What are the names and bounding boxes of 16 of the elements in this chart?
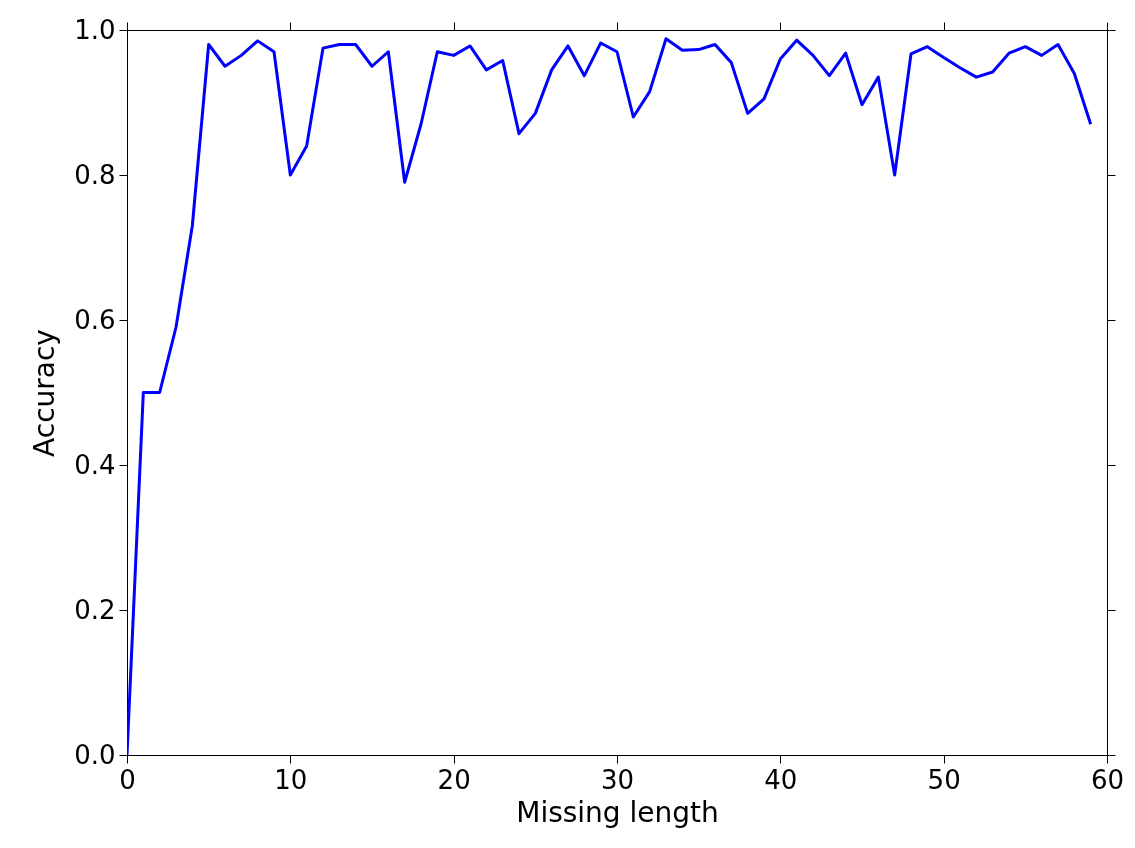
x-axis-title: Missing length bbox=[516, 795, 719, 829]
x-tick-label: 30 bbox=[600, 764, 635, 795]
y-tick-label: 0.2 bbox=[74, 594, 116, 625]
x-tick-label: 0 bbox=[119, 764, 136, 795]
line-series bbox=[127, 37, 1093, 755]
y-tick-label: 0.4 bbox=[74, 449, 116, 480]
x-tick-label: 20 bbox=[437, 764, 471, 795]
y-tick-label: 0.0 bbox=[74, 739, 116, 770]
x-tick-label: 40 bbox=[764, 764, 798, 795]
y-tick-label: 0.6 bbox=[74, 304, 116, 335]
y-tick-label: 0.8 bbox=[74, 159, 116, 190]
y-tick-label: 1.0 bbox=[74, 14, 116, 45]
x-tick-label: 60 bbox=[1090, 764, 1125, 795]
y-axis-title: Accuracy bbox=[28, 329, 62, 457]
x-tick-label: 50 bbox=[927, 764, 961, 795]
x-tick-label: 10 bbox=[274, 764, 308, 795]
